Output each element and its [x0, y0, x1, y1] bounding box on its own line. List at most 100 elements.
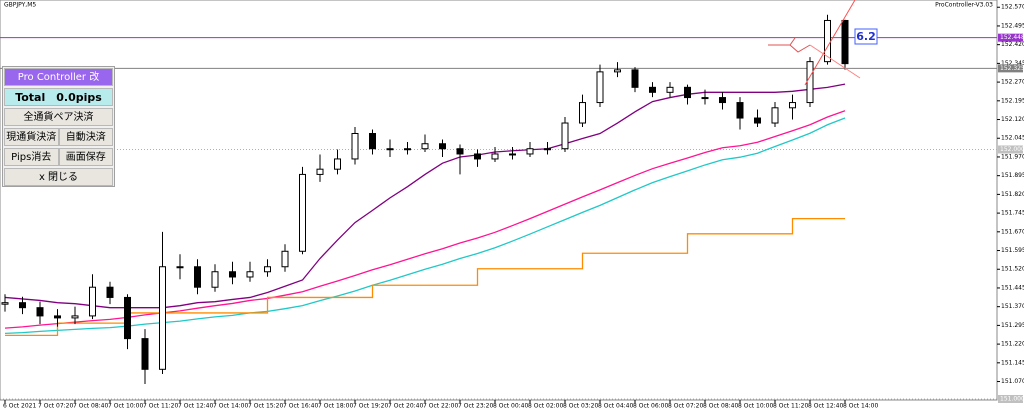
candle-body: [264, 266, 271, 273]
candle-body: [771, 107, 779, 124]
candle-body: [351, 132, 359, 160]
button[interactable]: x 閉じる: [4, 168, 113, 186]
x-tick-label: 7 Oct 15:20: [248, 403, 283, 410]
y-tick-label: 152.420: [1001, 41, 1024, 48]
control-panel: Pro Controller 改 Total 0.0pips 全通貨ペア決済 現…: [2, 66, 115, 187]
x-tick-label: 7 Oct 22:00: [423, 403, 458, 410]
candle-body: [719, 97, 726, 104]
y-tick-label: 151.595: [1001, 247, 1024, 254]
total-pips: Total 0.0pips: [4, 88, 113, 106]
candle-body: [421, 143, 429, 150]
candle-body: [281, 250, 289, 268]
candle-body: [439, 143, 446, 150]
x-tick-label: 7 Oct 23:20: [458, 403, 493, 410]
price-label-box: [998, 395, 1023, 404]
candle-body: [561, 122, 569, 150]
x-tick-label: 8 Oct 11:20: [773, 403, 808, 410]
candle-body: [614, 69, 621, 73]
fan-mark: [768, 37, 811, 53]
x-tick-label: 8 Oct 02:00: [528, 403, 563, 410]
x-tick-label: 7 Oct 16:40: [283, 403, 318, 410]
candle-body: [386, 148, 394, 151]
candle-body: [509, 153, 516, 156]
x-tick-label: 7 Oct 10:00: [108, 403, 143, 410]
y-tick-label: 151.745: [1001, 210, 1024, 217]
y-tick-label: 151.670: [1001, 228, 1024, 235]
plot-frame: [0, 0, 998, 401]
candle-body: [211, 271, 219, 288]
candle-body: [789, 102, 796, 109]
candle-body: [89, 286, 96, 317]
y-tick-label: 151.295: [1001, 322, 1024, 329]
x-tick-label: 8 Oct 00:40: [493, 403, 528, 410]
x-tick-label: 7 Oct 19:20: [353, 403, 388, 410]
button[interactable]: 画面保存: [58, 148, 113, 166]
y-tick-label: 151.820: [1001, 191, 1024, 198]
candle-body: [579, 102, 586, 124]
indicator-line: [4, 83, 846, 309]
candle-body: [701, 97, 709, 100]
candle-body: [841, 19, 849, 65]
candle-body: [596, 71, 604, 104]
x-tick-label: 7 Oct 14:00: [213, 403, 248, 410]
x-tick-label: 8 Oct 08:40: [703, 403, 738, 410]
y-tick-label: 151.070: [1001, 378, 1024, 385]
candle-body: [684, 86, 691, 99]
candle-body: [159, 266, 166, 370]
candle-body: [124, 296, 131, 340]
candle-body: [36, 307, 44, 317]
symbol: GBPJPY,M5: [4, 2, 36, 9]
candle-body: [404, 148, 411, 151]
candle-body: [1, 302, 9, 305]
candle-body: [736, 102, 744, 119]
x-tick-label: 7 Oct 18:00: [318, 403, 353, 410]
button[interactable]: Pips消去: [4, 148, 59, 166]
candle-body: [649, 86, 656, 93]
candle-body: [474, 153, 481, 160]
candle-body: [229, 271, 236, 278]
x-tick-label: 6 Oct 2021: [3, 403, 36, 410]
y-tick-label: 152.495: [1001, 22, 1024, 29]
candle-body: [754, 117, 761, 124]
annotation-box: [854, 28, 878, 45]
candle-body: [299, 173, 306, 252]
y-tick-label: 152.345: [1001, 60, 1024, 67]
y-tick-label: 151.370: [1001, 303, 1024, 310]
button[interactable]: 現通貨決済: [4, 128, 59, 146]
x-tick-label: 7 Oct 07:20: [38, 403, 73, 410]
price-label-box: [998, 64, 1023, 73]
price-label: 152.448: [1000, 34, 1024, 41]
candle-body: [806, 61, 814, 104]
y-tick-label: 151.220: [1001, 341, 1024, 348]
price-label: 152.000: [1000, 146, 1024, 153]
candle-body: [19, 302, 26, 309]
y-tick-label: 151.970: [1001, 153, 1024, 160]
candle-body: [526, 148, 534, 155]
annotation: 6.2: [856, 30, 876, 43]
button-row: 現通貨決済 自動決済: [4, 128, 113, 146]
x-tick-label: 8 Oct 07:20: [668, 403, 703, 410]
x-tick-label: 7 Oct 11:20: [143, 403, 178, 410]
y-tick-label: 152.045: [1001, 135, 1024, 142]
candle-body: [106, 286, 114, 298]
indicator-name: ProController-V3.03: [935, 2, 993, 9]
y-tick-label: 151.520: [1001, 266, 1024, 273]
x-tick-label: 7 Oct 20:40: [388, 403, 423, 410]
x-tick-label: 7 Oct 12:40: [178, 403, 213, 410]
button[interactable]: 自動決済: [58, 128, 113, 146]
price-label-box: [998, 145, 1023, 154]
candle-body: [71, 315, 79, 319]
x-tick-label: 8 Oct 06:00: [633, 403, 668, 410]
candle-body: [246, 271, 254, 278]
x-tick-label: 8 Oct 12:40: [808, 403, 843, 410]
button[interactable]: 全通貨ペア決済: [4, 108, 113, 126]
x-tick-label: 8 Oct 10:00: [738, 403, 773, 410]
candle-body: [141, 338, 149, 370]
y-tick-label: 151.145: [1001, 359, 1024, 366]
trend-line: [804, 0, 856, 86]
indicator-line: [5, 217, 845, 337]
price-label-box: [998, 33, 1023, 42]
y-tick-label: 151.445: [1001, 284, 1024, 291]
